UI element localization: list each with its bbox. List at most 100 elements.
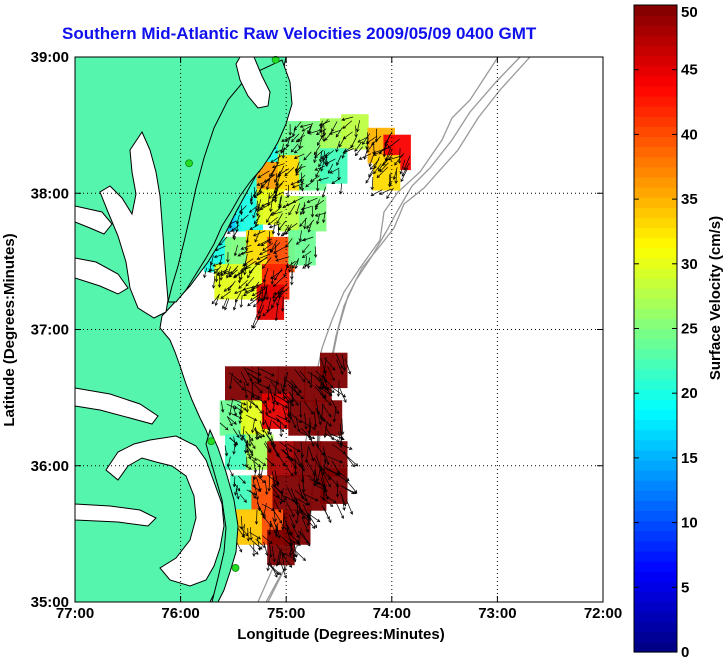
velocity-arrow [259, 248, 272, 256]
station-marker [231, 564, 240, 572]
velocity-arrow [346, 480, 358, 494]
colorbar-segment [634, 429, 677, 441]
velocity-arrow [335, 480, 340, 498]
velocity-arrow [394, 170, 398, 185]
velocity-arrow [227, 416, 237, 425]
velocity-arrow [299, 401, 303, 418]
velocity-arrow [295, 507, 301, 524]
velocity-arrow [323, 154, 328, 166]
colorbar-segment [634, 500, 677, 512]
velocity-arrow [222, 297, 228, 310]
velocity-arrow [320, 151, 330, 159]
velocity-arrow [251, 540, 263, 550]
velocity-arrow [324, 131, 333, 142]
velocity-arrow [259, 368, 275, 377]
velocity-arrow [261, 177, 271, 189]
velocity-arrow [354, 146, 363, 157]
colorbar-segment [634, 480, 677, 491]
velocity-arrow [303, 217, 307, 230]
colorbar-tick-label: 45 [681, 62, 698, 79]
x-tick-label: 75:00 [267, 605, 305, 622]
velocity-arrow [387, 139, 400, 149]
velocity-arrow [302, 261, 312, 269]
colorbar-segment [634, 25, 677, 36]
colorbar-segment [634, 65, 677, 77]
colorbar-segment [634, 419, 677, 431]
velocity-arrow [315, 384, 327, 398]
velocity-arrow [372, 147, 388, 154]
velocity-arrow [271, 163, 285, 169]
colorbar-segment [634, 5, 677, 16]
velocity-arrow [273, 289, 288, 296]
velocity-arrow [257, 286, 263, 303]
velocity-arrow [331, 121, 338, 133]
velocity-arrow [337, 442, 353, 450]
velocity-arrow [354, 141, 362, 152]
velocity-arrow [252, 298, 263, 308]
velocity-arrow [306, 219, 315, 229]
delaware-bay [235, 57, 271, 109]
velocity-arrow [255, 200, 259, 212]
velocity-arrow [233, 244, 238, 257]
velocity-arrow [249, 527, 253, 541]
colorbar-segment [634, 621, 677, 633]
velocity-arrow [388, 155, 404, 161]
chesapeake-bay [99, 130, 169, 319]
velocity-arrow [219, 422, 229, 431]
velocity-cell [288, 230, 316, 266]
velocity-arrow [227, 227, 236, 234]
velocity-arrow [251, 380, 263, 394]
velocity-arrow [288, 261, 293, 273]
velocity-arrow [316, 408, 322, 426]
velocity-arrow [302, 244, 310, 254]
velocity-arrow [283, 371, 289, 389]
velocity-arrow [286, 502, 295, 518]
velocity-arrow [245, 230, 250, 244]
velocity-arrow [279, 441, 293, 452]
colorbar-segment [634, 368, 677, 380]
colorbar-segment [634, 95, 677, 107]
velocity-arrow [342, 120, 353, 129]
y-tick-label: 38:00 [31, 185, 69, 202]
velocity-arrow [307, 123, 313, 134]
velocity-arrow [273, 188, 278, 203]
x-tick-label: 76:00 [161, 605, 199, 622]
velocity-arrow [245, 441, 249, 454]
colorbar-segment [634, 186, 677, 198]
velocity-arrow [248, 205, 258, 213]
velocity-arrow [238, 280, 248, 289]
velocity-arrow [235, 291, 242, 303]
velocity-arrow [307, 221, 313, 233]
velocity-arrow [315, 180, 320, 192]
map-title: Southern Mid-Atlantic Raw Velocities 200… [62, 24, 537, 43]
velocity-arrow [213, 253, 225, 259]
velocity-arrow [336, 469, 350, 482]
velocity-arrow [249, 439, 256, 450]
velocity-arrow [274, 180, 285, 190]
velocity-arrow [386, 187, 394, 200]
colorbar-tick-label: 20 [681, 385, 698, 402]
velocity-arrow [316, 465, 322, 482]
velocity-arrow [370, 189, 383, 197]
velocity-arrow [315, 128, 327, 135]
colorbar-segment [634, 459, 677, 471]
velocity-arrow [302, 490, 310, 507]
colorbar-segment [634, 540, 677, 552]
velocity-arrow [264, 480, 269, 496]
velocity-arrow [329, 167, 340, 174]
colorbar-segment [634, 257, 677, 269]
velocity-arrow [249, 489, 257, 499]
velocity-arrow [259, 466, 264, 480]
velocity-arrow [292, 196, 304, 203]
velocity-arrow [260, 399, 272, 414]
velocity-arrow [269, 211, 283, 217]
colorbar-tick-label: 40 [681, 126, 698, 143]
velocity-arrow [214, 269, 219, 283]
velocity-arrow [268, 223, 281, 229]
velocity-arrow [228, 466, 234, 477]
colorbar-segment [634, 277, 677, 289]
velocity-arrow [292, 125, 297, 138]
land-delmarva [167, 59, 293, 303]
velocity-arrow [238, 402, 243, 416]
velocity-arrow [274, 400, 289, 409]
